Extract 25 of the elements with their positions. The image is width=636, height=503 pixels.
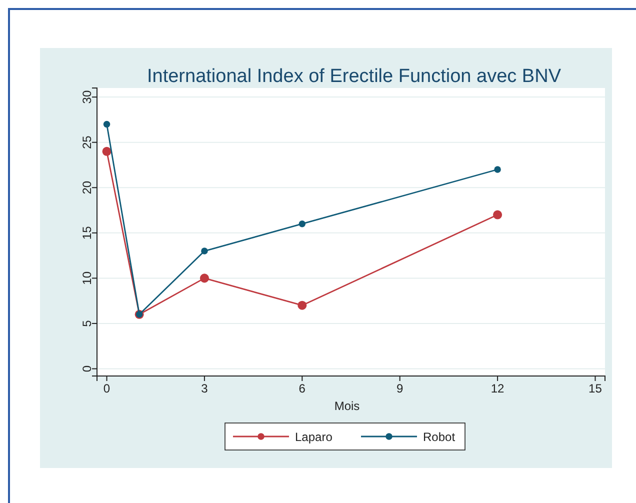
x-tick-label: 0 bbox=[103, 382, 110, 396]
x-tick-label: 6 bbox=[298, 382, 306, 396]
y-tick-label: 25 bbox=[80, 135, 94, 150]
y-tick-label: 15 bbox=[80, 226, 94, 240]
x-tick-label: 3 bbox=[201, 382, 208, 396]
y-tick-label: 30 bbox=[80, 90, 94, 104]
y-tick-label: 0 bbox=[80, 365, 94, 372]
x-tick-label: 9 bbox=[396, 382, 404, 396]
x-tick-label: 12 bbox=[490, 382, 505, 396]
point bbox=[493, 210, 502, 220]
chart-title: International Index of Erectile Function avec BNV bbox=[146, 66, 562, 87]
legend-label: Laparo bbox=[295, 430, 333, 444]
x-axis-title: Mois bbox=[334, 399, 360, 413]
y-tick-label: 10 bbox=[80, 271, 94, 285]
point bbox=[102, 146, 112, 156]
y-tick-label: 5 bbox=[80, 320, 94, 327]
point bbox=[200, 274, 209, 283]
y-tick-label: 20 bbox=[80, 180, 94, 194]
x-tick-label: 15 bbox=[588, 382, 602, 396]
point bbox=[494, 166, 501, 173]
point bbox=[103, 120, 110, 128]
point bbox=[298, 300, 307, 310]
legend-label: Robot bbox=[423, 430, 456, 444]
point bbox=[298, 220, 306, 228]
point bbox=[201, 248, 208, 254]
